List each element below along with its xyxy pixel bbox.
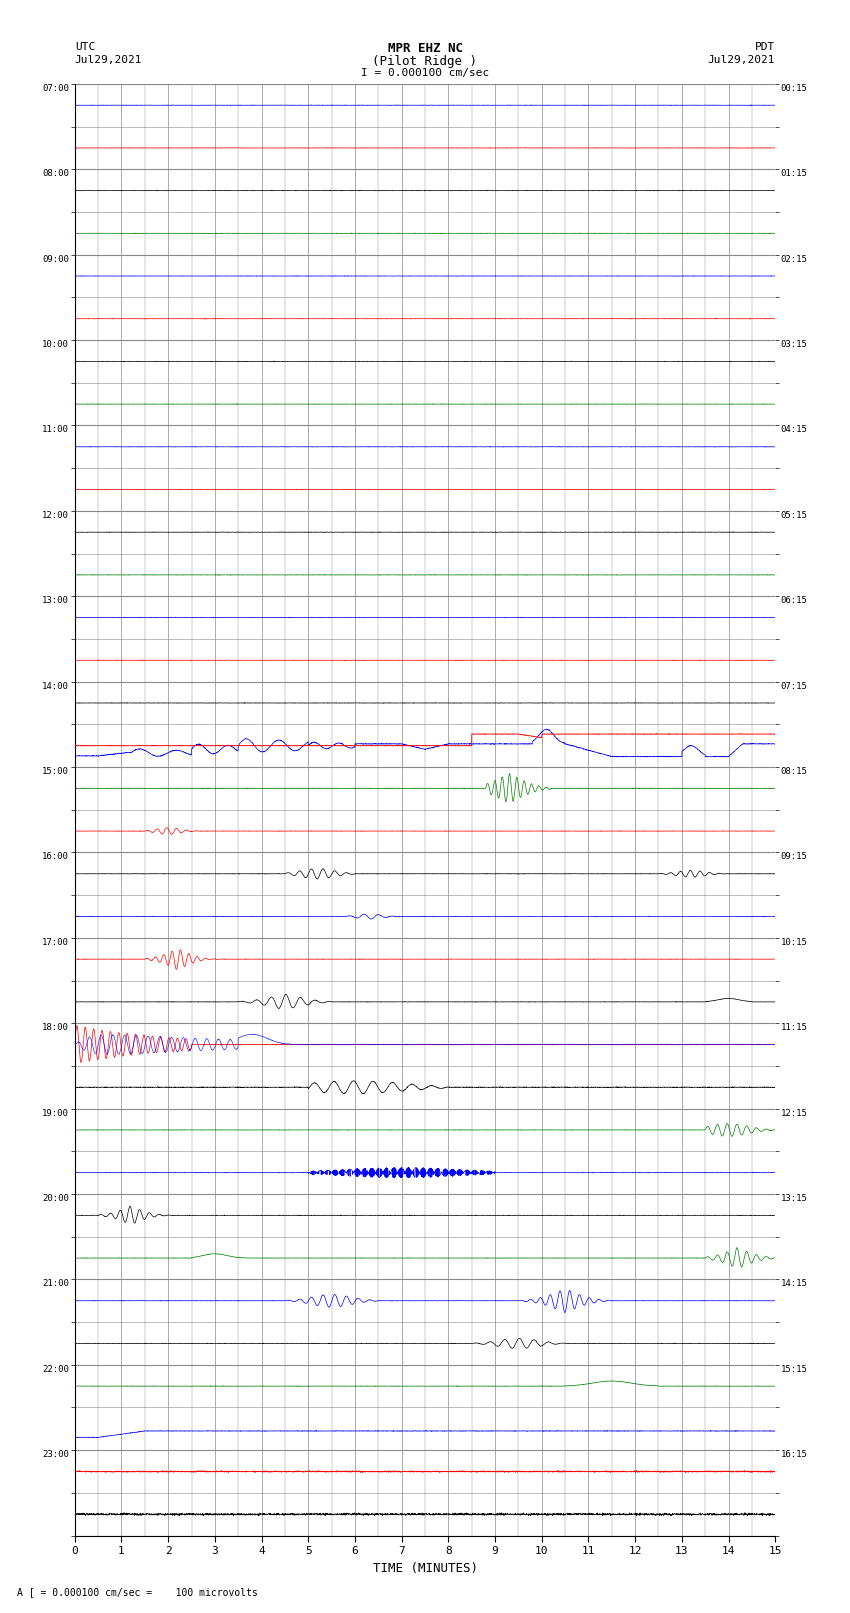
Text: 10:00: 10:00: [42, 340, 69, 348]
Text: Jul29,2021: Jul29,2021: [75, 55, 142, 65]
Text: 12:15: 12:15: [781, 1108, 807, 1118]
Text: 23:00: 23:00: [42, 1450, 69, 1460]
Text: 07:00: 07:00: [42, 84, 69, 94]
Text: 06:15: 06:15: [781, 597, 807, 605]
Text: 16:00: 16:00: [42, 852, 69, 861]
Text: 12:00: 12:00: [42, 511, 69, 519]
Text: 08:00: 08:00: [42, 169, 69, 179]
Text: 03:15: 03:15: [781, 340, 807, 348]
Text: 14:15: 14:15: [781, 1279, 807, 1289]
Text: 18:00: 18:00: [42, 1023, 69, 1032]
Text: 05:15: 05:15: [781, 511, 807, 519]
Text: 02:15: 02:15: [781, 255, 807, 263]
Text: I = 0.000100 cm/sec: I = 0.000100 cm/sec: [361, 68, 489, 77]
Text: 11:15: 11:15: [781, 1023, 807, 1032]
Text: 21:00: 21:00: [42, 1279, 69, 1289]
Text: 17:00: 17:00: [42, 937, 69, 947]
Text: UTC: UTC: [75, 42, 95, 52]
Text: A [ = 0.000100 cm/sec =    100 microvolts: A [ = 0.000100 cm/sec = 100 microvolts: [17, 1587, 258, 1597]
Text: 22:00: 22:00: [42, 1365, 69, 1374]
Text: 07:15: 07:15: [781, 682, 807, 690]
Text: 09:00: 09:00: [42, 255, 69, 263]
Text: 04:15: 04:15: [781, 426, 807, 434]
Text: 13:15: 13:15: [781, 1194, 807, 1203]
Text: MPR EHZ NC: MPR EHZ NC: [388, 42, 462, 55]
Text: PDT: PDT: [755, 42, 775, 52]
X-axis label: TIME (MINUTES): TIME (MINUTES): [372, 1561, 478, 1574]
Text: 10:15: 10:15: [781, 937, 807, 947]
Text: 16:15: 16:15: [781, 1450, 807, 1460]
Text: 14:00: 14:00: [42, 682, 69, 690]
Text: 08:15: 08:15: [781, 768, 807, 776]
Text: (Pilot Ridge ): (Pilot Ridge ): [372, 55, 478, 68]
Text: Jul29,2021: Jul29,2021: [708, 55, 775, 65]
Text: 13:00: 13:00: [42, 597, 69, 605]
Text: 00:15: 00:15: [781, 84, 807, 94]
Text: 01:15: 01:15: [781, 169, 807, 179]
Text: 11:00: 11:00: [42, 426, 69, 434]
Text: 19:00: 19:00: [42, 1108, 69, 1118]
Text: 20:00: 20:00: [42, 1194, 69, 1203]
Text: 15:00: 15:00: [42, 768, 69, 776]
Text: 09:15: 09:15: [781, 852, 807, 861]
Text: 15:15: 15:15: [781, 1365, 807, 1374]
